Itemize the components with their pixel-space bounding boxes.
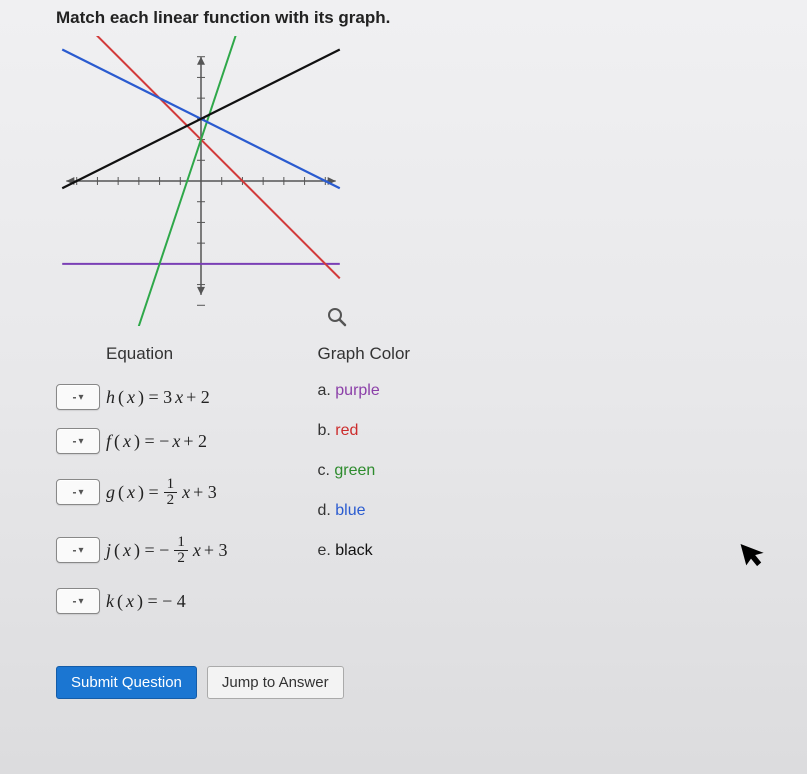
equation-text: j(x) = − 12x + 3 (106, 535, 227, 566)
equation-row: -▾g(x) = 12x + 3 (56, 470, 227, 514)
graph-svg (56, 36, 346, 326)
color-column: Graph Color a. purple b. red c. green d. bl… (317, 344, 410, 630)
matching-columns: Equation -▾ h(x) = 3x + 2 -▾ f(x) = − x + 2… (56, 344, 783, 630)
equation-text: k(x) = − 4 (106, 591, 186, 612)
submit-button[interactable]: Submit Question (56, 666, 197, 699)
color-letter: c. (317, 462, 334, 479)
color-name: red (335, 422, 358, 439)
equation-text: g(x) = 12x + 3 (106, 477, 217, 508)
color-letter: e. (317, 542, 335, 559)
button-row: Submit Question Jump to Answer (56, 666, 783, 699)
color-name: green (334, 462, 375, 479)
color-letter: a. (317, 382, 335, 399)
equation-row: -▾ h(x) = 3x + 2 (56, 382, 227, 412)
match-select[interactable]: -▾ (56, 428, 100, 454)
equation-text: h(x) = 3x + 2 (106, 387, 210, 408)
color-letter: b. (317, 422, 335, 439)
color-header: Graph Color (317, 344, 410, 364)
color-option: d. blue (317, 502, 410, 526)
color-name: black (335, 542, 372, 559)
equation-row: -▾j(x) = − 12x + 3 (56, 528, 227, 572)
match-select[interactable]: -▾ (56, 479, 100, 505)
equation-header: Equation (106, 344, 227, 364)
match-select[interactable]: -▾ (56, 384, 100, 410)
magnify-icon[interactable] (324, 304, 350, 330)
equation-text: f(x) = − x + 2 (106, 431, 207, 452)
color-name: purple (335, 382, 379, 399)
match-select[interactable]: -▾ (56, 588, 100, 614)
match-select[interactable]: -▾ (56, 537, 100, 563)
color-option: c. green (317, 462, 410, 486)
prompt-text: Match each linear function with its grap… (56, 8, 783, 28)
question-container: Match each linear function with its grap… (0, 0, 807, 723)
color-option: a. purple (317, 382, 410, 406)
equation-row: -▾ f(x) = − x + 2 (56, 426, 227, 456)
equation-column: Equation -▾ h(x) = 3x + 2 -▾ f(x) = − x + 2… (56, 344, 227, 630)
color-letter: d. (317, 502, 335, 519)
color-option: b. red (317, 422, 410, 446)
color-option: e. black (317, 542, 410, 566)
graph-area (56, 36, 346, 326)
equation-row: -▾ k(x) = − 4 (56, 586, 227, 616)
color-name: blue (335, 502, 365, 519)
jump-button[interactable]: Jump to Answer (207, 666, 344, 699)
